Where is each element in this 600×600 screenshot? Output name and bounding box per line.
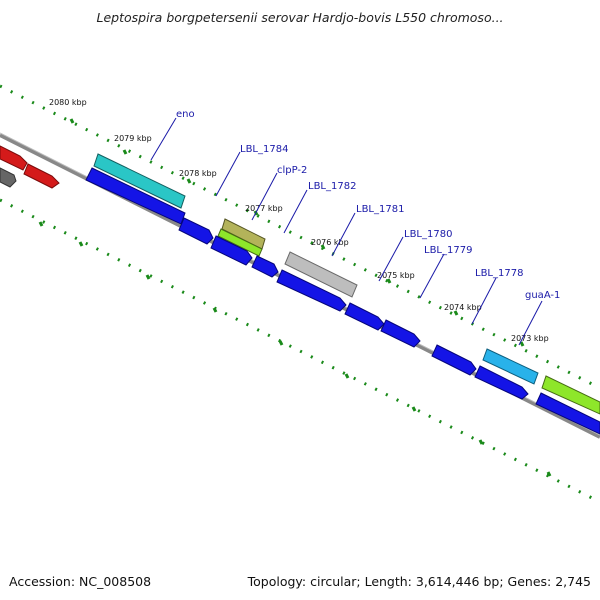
- gene-label-lbl-1780[interactable]: LBL_1780: [404, 229, 452, 240]
- forward-gene[interactable]: [0, 167, 17, 188]
- gene-lbl-1778[interactable]: [482, 348, 539, 385]
- kbp-label: 2079 kbp: [114, 134, 152, 143]
- kbp-label: 2080 kbp: [49, 98, 87, 107]
- kbp-tick: [186, 178, 192, 184]
- kbp-tick: [38, 221, 44, 227]
- kbp-tick: [278, 340, 284, 346]
- gene-label-lbl-1784[interactable]: LBL_1784: [240, 144, 288, 155]
- kbp-tick: [122, 149, 128, 155]
- kbp-label: 2076 kbp: [311, 238, 349, 247]
- lbl1784-connector: [215, 151, 241, 197]
- kbp-tick: [411, 406, 417, 412]
- kbp-tick: [69, 118, 75, 124]
- reverse-gene[interactable]: [474, 365, 529, 400]
- reverse-gene[interactable]: [276, 269, 347, 312]
- lbl1780-connector: [378, 236, 404, 282]
- kbp-label: 2075 kbp: [377, 271, 415, 280]
- gene-lbl-1784[interactable]: [178, 217, 214, 245]
- kbp-label: 2073 kbp: [511, 334, 549, 343]
- kbp-tick: [78, 241, 84, 247]
- gene-guaa-1[interactable]: [541, 375, 600, 415]
- kbp-label: 2074 kbp: [444, 303, 482, 312]
- lbl1782-connector: [283, 189, 308, 234]
- kbp-tick: [453, 310, 459, 316]
- gene-label-lbl-1779[interactable]: LBL_1779: [424, 245, 472, 256]
- kbp-tick: [344, 373, 350, 379]
- kbp-label: 2078 kbp: [179, 169, 217, 178]
- reverse-gene[interactable]: [210, 235, 253, 266]
- accession-text: Accession: NC_008508: [9, 574, 152, 589]
- gene-label-clpp-2[interactable]: clpP-2: [277, 165, 307, 176]
- forward-gene[interactable]: [23, 163, 60, 189]
- gene-lbl-1781[interactable]: [284, 251, 358, 298]
- gene-lbl-1779[interactable]: [380, 319, 421, 348]
- reverse-gene[interactable]: [431, 344, 477, 376]
- kbp-tick: [546, 471, 552, 477]
- guaa1-connector: [518, 300, 543, 346]
- outer-dotted-ring: [0, 84, 600, 390]
- kbp-tick: [386, 278, 392, 284]
- lbl1778-connector: [471, 277, 497, 325]
- kbp-tick: [478, 439, 484, 445]
- gene-label-lbl-1782[interactable]: LBL_1782: [308, 181, 356, 192]
- kbp-label: 2077 kbp: [245, 204, 283, 213]
- kbp-tick: [320, 244, 326, 250]
- inner-dotted-ring: [0, 198, 600, 504]
- topology-text: Topology: circular; Length: 3,614,446 bp…: [247, 574, 591, 589]
- kbp-tick: [212, 307, 218, 313]
- gene-lbl-1780[interactable]: [344, 302, 385, 331]
- gene-clpp-2-lower[interactable]: [217, 228, 263, 257]
- kbp-tick: [145, 274, 151, 280]
- gene-label-guaa-1[interactable]: guaA-1: [525, 290, 560, 301]
- lbl1781-connector: [331, 212, 356, 257]
- forward-gene[interactable]: [0, 145, 28, 171]
- gene-label-lbl-1778[interactable]: LBL_1778: [475, 268, 523, 279]
- gene-eno[interactable]: [93, 153, 186, 209]
- gene-label-eno[interactable]: eno: [176, 109, 195, 120]
- eno-connector: [150, 117, 177, 161]
- gene-label-lbl-1781[interactable]: LBL_1781: [356, 204, 404, 215]
- kbp-tick: [519, 341, 525, 347]
- map-title: Leptospira borgpetersenii serovar Hardjo…: [96, 10, 504, 25]
- reverse-gene[interactable]: [535, 392, 600, 435]
- clpp2-connector: [251, 172, 278, 221]
- lbl1779-connector: [419, 253, 445, 299]
- gene-lbl-1782[interactable]: [251, 255, 279, 278]
